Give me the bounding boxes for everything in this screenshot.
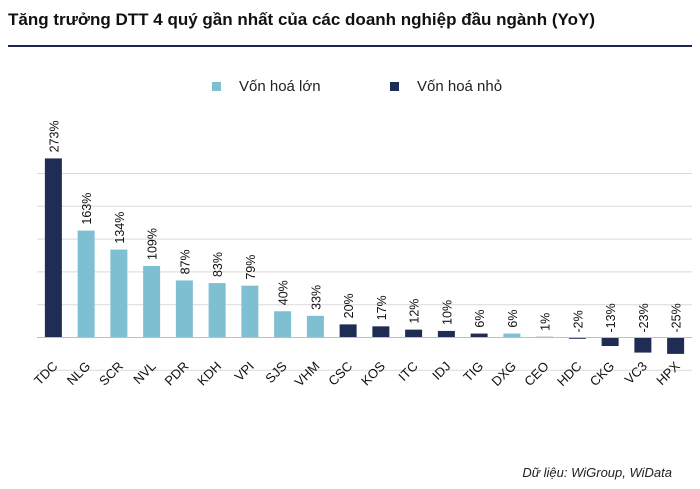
value-label: 6% [506,309,520,327]
value-label: 20% [342,293,356,318]
bar-vpi [241,285,259,338]
value-label: 83% [211,252,225,277]
value-label: 6% [473,309,487,327]
legend-swatch-small-cap [390,82,399,91]
bar-hdc [568,337,586,339]
chart-title: Tăng trưởng DTT 4 quý gần nhất của các d… [8,10,595,29]
category-label: VHM [291,359,322,390]
value-label: 1% [539,313,553,331]
legend-item-large-cap: Vốn hoá lớn [212,78,321,95]
legend: Vốn hoá lớn Vốn hoá nhỏ [0,78,700,100]
category-label: TDC [31,359,60,388]
category-label: NVL [130,359,158,387]
bar-tdc [44,158,62,338]
category-label: KOS [358,358,388,388]
legend-swatch-large-cap [212,82,221,91]
value-label: 79% [244,255,258,280]
value-label: -25% [670,303,684,332]
bar-scr [110,249,128,338]
category-label: CKG [587,359,618,390]
category-label: SJS [262,358,290,386]
source-note: Dữ liệu: WiGroup, WiData [522,465,672,480]
bar-sjs [274,311,292,338]
bar-pdr [175,280,193,338]
category-label: PDR [161,359,191,389]
bar-nvl [143,265,161,338]
bar-itc [405,329,423,338]
value-label: 17% [375,295,389,320]
bar-vhm [306,315,324,338]
gridlines [37,173,692,371]
category-label: VPI [232,359,257,384]
category-label: CEO [521,359,552,390]
bar-chart: 273% 163% 134% 109% 87% 83% 79% 40% 33% 20% 17% 12%… [31,120,692,390]
category-label: VC3 [622,359,650,387]
category-label: NLG [64,359,94,389]
category-label: ITC [395,359,420,384]
bar-idj [437,330,455,338]
value-label: 33% [309,285,323,310]
value-label: 40% [277,280,291,305]
title-divider [8,45,692,47]
value-label: 134% [113,212,127,244]
bar-dxg [503,333,521,338]
bar-tig [470,333,488,338]
value-label: 10% [440,300,454,325]
value-label: 109% [146,228,160,260]
category-label: CSC [325,359,355,389]
value-labels: 273% 163% 134% 109% 87% 83% 79% 40% 33% 20% 17% 12%… [47,120,683,332]
bars [44,158,685,354]
legend-label-large-cap: Vốn hoá lớn [239,78,321,95]
value-label: -2% [571,310,585,332]
category-label: SCR [96,359,126,389]
value-label: 163% [80,193,94,225]
category-label: HPX [653,358,683,388]
value-label: 87% [178,249,192,274]
value-label: -13% [604,303,618,332]
value-label: -23% [637,303,651,332]
value-label: 273% [47,120,61,152]
value-label: 12% [408,299,422,324]
bar-nlg [77,230,95,338]
bar-hpx [667,337,685,354]
bar-kos [372,326,390,338]
category-label: IDJ [429,359,453,383]
bar-kdh [208,283,226,338]
category-label: KDH [194,359,224,389]
category-label: DXG [488,359,519,390]
category-label: HDC [554,359,585,390]
legend-label-small-cap: Vốn hoá nhỏ [417,78,503,95]
bar-ckg [601,337,619,347]
bar-vc3 [634,337,652,353]
legend-item-small-cap: Vốn hoá nhỏ [390,78,502,95]
category-labels: TDC NLG SCR NVL PDR KDH VPI SJS VHM CSC KOS ITC IDJ T… [31,358,683,389]
bar-csc [339,324,357,338]
category-label: TIG [460,359,486,385]
